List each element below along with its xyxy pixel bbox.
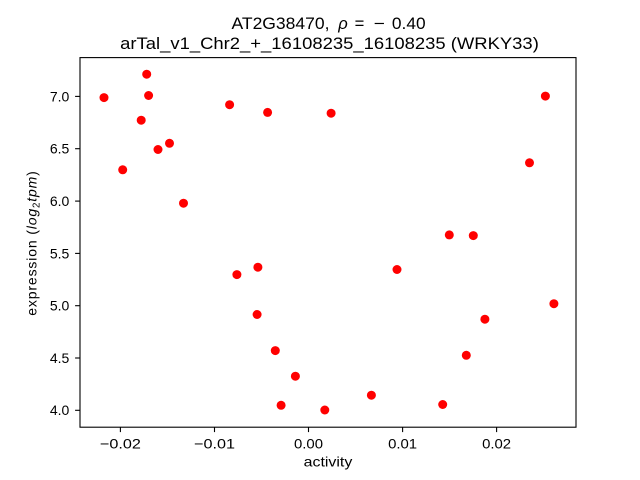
- svg-text:7.0: 7.0: [50, 88, 70, 104]
- svg-text:6.5: 6.5: [50, 141, 70, 157]
- svg-text:4.0: 4.0: [50, 402, 70, 418]
- svg-text:−0.01: −0.01: [194, 435, 235, 451]
- svg-text:arTal_v1_Chr2_+_16108235_16108: arTal_v1_Chr2_+_16108235_16108235 (WRKY3…: [120, 34, 539, 53]
- svg-text:expression (log2tpm): expression (log2tpm): [24, 170, 43, 315]
- svg-text:5.5: 5.5: [50, 245, 70, 261]
- svg-text:4.5: 4.5: [50, 350, 70, 366]
- svg-text:AT2G38470,: AT2G38470,: [232, 14, 330, 33]
- svg-text:ρ: ρ: [337, 14, 348, 33]
- svg-text:0.40: 0.40: [392, 14, 426, 33]
- svg-text:=: =: [355, 14, 365, 33]
- svg-text:5.0: 5.0: [50, 298, 70, 314]
- svg-text:−0.02: −0.02: [100, 435, 141, 451]
- svg-text:6.0: 6.0: [50, 193, 70, 209]
- svg-text:activity: activity: [304, 453, 353, 469]
- svg-text:0.01: 0.01: [388, 435, 417, 451]
- svg-text:−: −: [374, 14, 385, 33]
- svg-text:0.02: 0.02: [482, 435, 511, 451]
- svg-text:0.00: 0.00: [294, 435, 323, 451]
